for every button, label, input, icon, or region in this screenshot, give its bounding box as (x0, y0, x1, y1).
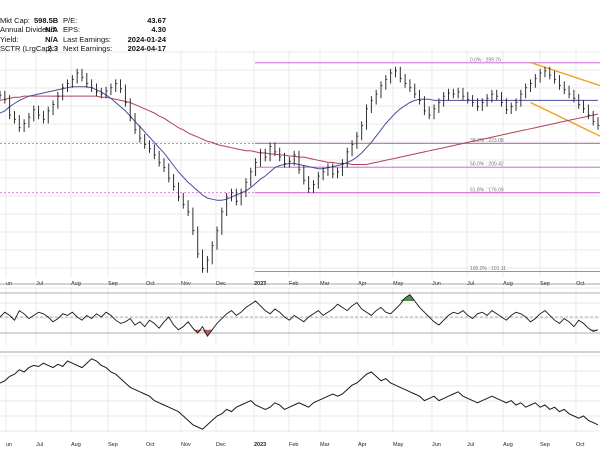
stat-row: Yield: N/A (0, 35, 58, 44)
fib-level-label: 61.8% : 176.09 (470, 187, 504, 193)
fib-level-label: 0.0% : 299.76 (470, 57, 501, 63)
x-tick-label: Sep (108, 442, 118, 448)
x-tick-label: 2023 (254, 442, 266, 448)
oscillator-oversold-fill (192, 329, 198, 333)
stat-row: P/E: 43.67 (63, 16, 166, 25)
relative-strength-line (0, 358, 599, 430)
x-tick-label: Oct (146, 442, 155, 448)
stat-row: SCTR (LrgCap):2.3 (0, 44, 58, 53)
stat-row: Annual Dividend:N/A (0, 25, 58, 34)
stat-label: P/E: (63, 16, 78, 25)
x-tick-label: un (6, 442, 12, 448)
stat-label: EPS: (63, 25, 81, 35)
stat-label: Mkt Cap: (0, 16, 31, 25)
stat-value: 2024-01-24 (127, 34, 166, 44)
x-tick-label: Dec (216, 442, 226, 448)
stat-label: SCTR (LrgCap): (0, 43, 55, 53)
fib-level-label: 100.0% : 101.11 (470, 266, 506, 272)
channel-upper-line (530, 61, 600, 87)
oscillator-line (0, 293, 599, 338)
stat-row: EPS: 4.30 (63, 25, 166, 34)
x-tick-label: Mar (320, 442, 330, 448)
x-tick-label: Nov (181, 442, 191, 448)
stat-value: 2024-04-17 (127, 43, 166, 53)
x-tick-label: Jul (36, 442, 43, 448)
x-tick-label: Apr (358, 442, 367, 448)
x-tick-label: Jul (467, 442, 474, 448)
stat-label: Next Earnings: (63, 43, 113, 53)
stat-label: Yield: (0, 34, 19, 44)
oscillator-oversold-fill (197, 329, 203, 333)
stat-value: 2.3 (47, 43, 58, 53)
stat-value: 4.30 (151, 25, 166, 35)
x-tick-label: Jun (432, 442, 441, 448)
stat-value: 43.67 (147, 16, 166, 25)
x-tick-label: Feb (289, 442, 298, 448)
stats-right: P/E: 43.67 EPS: 4.30 Last Earnings: 2024-01… (63, 16, 166, 53)
x-tick-label: Aug (503, 442, 513, 448)
oscillator-overbought-fill (405, 294, 410, 301)
x-tick-label: Oct (576, 442, 585, 448)
channel-lower-line (530, 101, 600, 137)
fib-level-label: 38.2% : 223.08 (470, 138, 504, 144)
fib-level-label: 50.0% : 200.42 (470, 162, 504, 168)
x-tick-label: Sep (540, 442, 550, 448)
oscillator-overbought-fill (400, 297, 406, 301)
stat-value: N/A (45, 34, 58, 44)
stat-label: Last Earnings: (63, 34, 111, 44)
stats-left: Mkt Cap: 598.5B Annual Dividend:N/A Yield… (0, 16, 58, 53)
stat-value: 598.5B (34, 16, 59, 25)
stat-row: Last Earnings: 2024-01-24 (63, 35, 166, 44)
stat-row: Next Earnings: 2024-04-17 (63, 44, 166, 53)
stat-row: Mkt Cap: 598.5B (0, 16, 58, 25)
x-tick-label: Aug (71, 442, 81, 448)
stat-value: N/A (45, 25, 58, 35)
stat-label: Annual Dividend: (0, 25, 57, 35)
x-tick-label: May (393, 442, 404, 448)
